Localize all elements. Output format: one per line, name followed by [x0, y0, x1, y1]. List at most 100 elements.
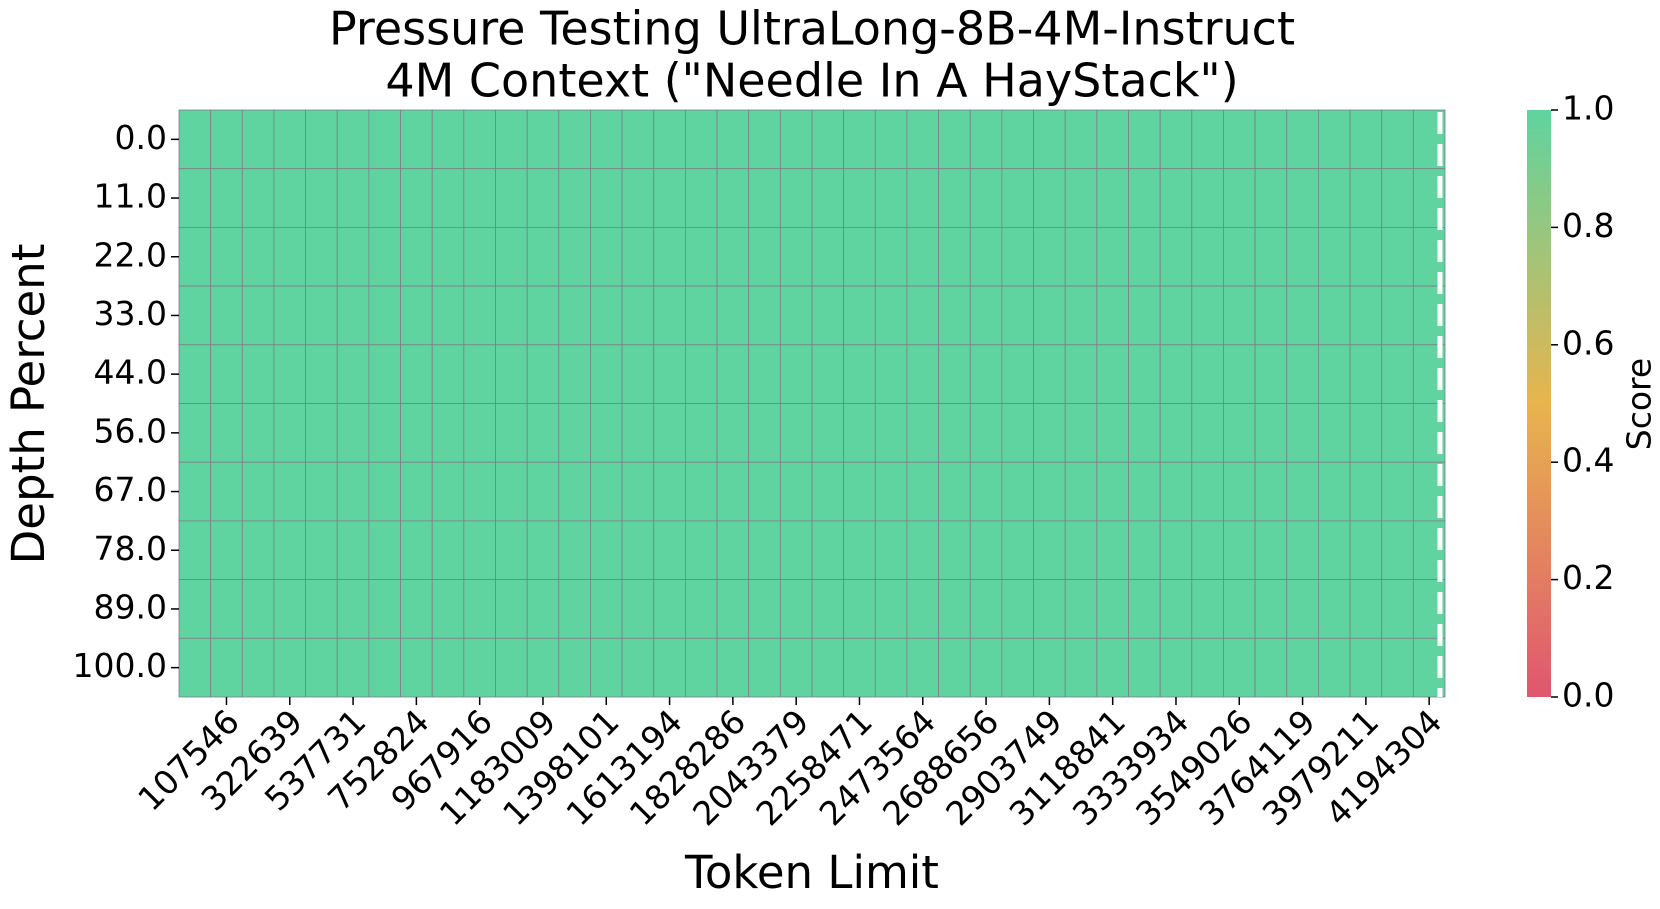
cell	[400, 520, 433, 581]
cell	[843, 579, 876, 639]
cell	[653, 520, 686, 581]
cell	[1223, 461, 1256, 522]
cell	[368, 168, 401, 228]
cell	[431, 461, 465, 522]
cell	[463, 637, 496, 698]
cell	[400, 579, 433, 639]
cell	[906, 109, 940, 170]
y-tick-label: 67.0	[94, 470, 167, 509]
cell	[1349, 344, 1383, 404]
cell	[1286, 168, 1319, 228]
cell	[1223, 403, 1256, 463]
cell	[1001, 285, 1034, 346]
cell	[1191, 168, 1224, 228]
cell	[590, 285, 623, 346]
cell	[241, 226, 275, 287]
cell	[368, 403, 401, 463]
cell	[1159, 520, 1193, 581]
cell	[685, 579, 718, 639]
cell	[1096, 461, 1129, 522]
cell	[874, 226, 908, 287]
cell	[1381, 461, 1414, 522]
cell	[1318, 579, 1351, 639]
cell	[1223, 109, 1256, 170]
cell	[874, 285, 908, 346]
cell	[811, 579, 845, 639]
cell	[1128, 285, 1161, 346]
cell	[495, 637, 528, 698]
cell	[621, 344, 655, 404]
cell	[1096, 637, 1129, 698]
cell	[1064, 168, 1098, 228]
cell	[811, 168, 845, 228]
cell	[495, 109, 528, 170]
cell	[938, 226, 971, 287]
cell	[241, 637, 275, 698]
cell	[748, 520, 781, 581]
cell	[400, 168, 433, 228]
cell	[526, 461, 560, 522]
cell	[1064, 109, 1098, 170]
y-tick-label: 33.0	[94, 294, 167, 333]
cell	[241, 520, 275, 581]
cell	[716, 637, 750, 698]
cell	[938, 579, 971, 639]
cell	[463, 461, 496, 522]
cell	[653, 226, 686, 287]
cell	[590, 226, 623, 287]
cell	[305, 403, 338, 463]
cell	[1349, 285, 1383, 346]
cell	[653, 285, 686, 346]
cell	[1381, 226, 1414, 287]
cell	[178, 520, 212, 581]
cell	[906, 168, 940, 228]
cell	[178, 226, 212, 287]
cell	[685, 344, 718, 404]
cell	[558, 168, 591, 228]
cell	[368, 109, 401, 170]
cell	[1128, 461, 1161, 522]
cell	[431, 109, 465, 170]
chart-title: Pressure Testing UltraLong-8B-4M-Instruc…	[329, 2, 1295, 56]
cell	[1318, 168, 1351, 228]
cell	[621, 109, 655, 170]
cell	[1064, 403, 1098, 463]
cell	[1318, 226, 1351, 287]
cell	[431, 637, 465, 698]
cell	[685, 637, 718, 698]
cell	[558, 109, 591, 170]
cell	[590, 344, 623, 404]
cell	[273, 344, 307, 404]
cell	[906, 344, 940, 404]
cell	[843, 109, 876, 170]
cell	[1128, 520, 1161, 581]
cell	[716, 285, 750, 346]
cell	[1191, 109, 1224, 170]
cell	[843, 168, 876, 228]
cell	[210, 344, 243, 404]
cell	[1286, 637, 1319, 698]
cell	[495, 344, 528, 404]
cell	[1349, 520, 1383, 581]
cell	[685, 461, 718, 522]
cell	[1381, 168, 1414, 228]
cell	[210, 403, 243, 463]
y-tick-label: 89.0	[94, 587, 167, 626]
cell	[1096, 344, 1129, 404]
cell	[210, 226, 243, 287]
cell	[400, 403, 433, 463]
cell	[1033, 226, 1066, 287]
cell	[526, 226, 560, 287]
cell	[1318, 637, 1351, 698]
y-tick-label: 44.0	[94, 353, 167, 392]
cell	[1286, 461, 1319, 522]
cell	[558, 579, 591, 639]
cell	[969, 579, 1003, 639]
cell	[1254, 344, 1288, 404]
y-tick-label: 100.0	[73, 646, 167, 685]
cell	[590, 109, 623, 170]
cell	[1254, 637, 1288, 698]
cell	[621, 637, 655, 698]
y-tick-label: 22.0	[94, 235, 167, 274]
y-tick-label: 56.0	[94, 411, 167, 450]
